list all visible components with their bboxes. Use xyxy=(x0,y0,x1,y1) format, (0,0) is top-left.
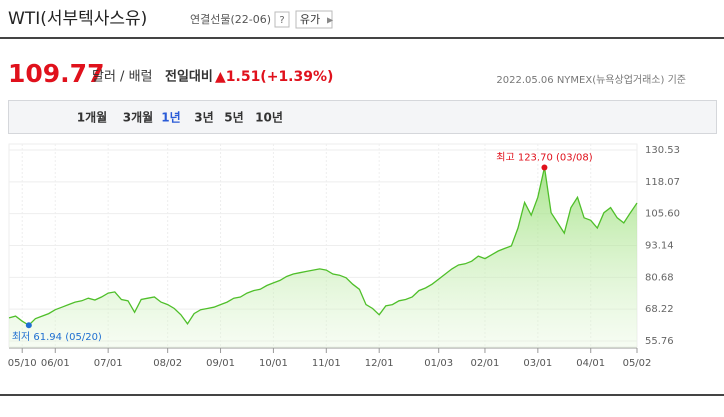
y-tick-label: 118.07 xyxy=(645,177,680,188)
high-marker xyxy=(541,164,548,171)
tab[interactable]: 3년 xyxy=(194,111,213,125)
y-tick-label: 93.14 xyxy=(645,241,674,252)
category-button[interactable] xyxy=(295,10,333,29)
tab[interactable]: 1개월 xyxy=(77,110,107,125)
subtitle: 연결선물(22-06) xyxy=(190,13,271,26)
x-tick-label: 10/01 xyxy=(259,358,288,369)
line xyxy=(8,167,638,327)
x-tick-label: 11/01 xyxy=(312,358,341,369)
x-tick-label: 06/01 xyxy=(41,358,70,369)
high-label: 최고 123.70 (03/08) xyxy=(496,151,592,163)
tab[interactable]: 5년 xyxy=(224,111,243,125)
area xyxy=(9,167,637,348)
tab[interactable]: 10년 xyxy=(255,111,283,125)
change-label: 전일대비 xyxy=(165,69,213,85)
change: ▲1.51(+1.39%) xyxy=(215,69,333,85)
x-tick-label: 09/01 xyxy=(206,358,235,369)
price: 109.77 xyxy=(8,59,104,88)
tab-bar xyxy=(8,100,717,134)
low-label: 최저 61.94 (05/20) xyxy=(12,331,102,343)
low-marker xyxy=(25,322,32,329)
y-tick-label: 105.60 xyxy=(645,209,680,220)
x-tick-label: 02/01 xyxy=(471,358,500,369)
x-tick-label: 07/01 xyxy=(94,358,123,369)
help-button[interactable] xyxy=(274,11,290,28)
tabs: 1개월 3개월 1년 3년 5년 10년 xyxy=(77,110,283,125)
category-text: 유가 xyxy=(300,13,320,26)
tab[interactable]: 3개월 xyxy=(123,110,153,125)
bottom-divider xyxy=(0,394,724,396)
x-tick-label: 05/02 xyxy=(623,358,652,369)
x-tick-label: 03/01 xyxy=(523,358,552,369)
x-tick-label: 12/01 xyxy=(365,358,394,369)
divider xyxy=(0,37,724,39)
y-tick-label: 80.68 xyxy=(645,272,674,283)
x-tick-label: 05/10 xyxy=(8,358,37,369)
y-tick-label: 55.76 xyxy=(645,336,674,347)
x-tick-label: 04/01 xyxy=(576,358,605,369)
x-tick-label: 08/02 xyxy=(153,358,182,369)
note: 2022.05.06 NYMEX(뉴욕상업거래소) 기준 xyxy=(496,73,686,86)
y-tick-label: 130.53 xyxy=(645,145,680,156)
help-text: ? xyxy=(279,15,284,26)
unit: 달러 / 배럴 xyxy=(92,70,153,85)
y-tick-label: 68.22 xyxy=(645,304,674,315)
chart: 55.76 68.22 80.68 93.14 105.60 118.07 130.53 05… xyxy=(8,143,680,369)
tab[interactable]: 1년 xyxy=(161,111,180,125)
x-tick-label: 01/03 xyxy=(424,358,453,369)
title: WTI(서부텍사스유) xyxy=(8,9,147,29)
arrow: ▶ xyxy=(327,16,334,25)
